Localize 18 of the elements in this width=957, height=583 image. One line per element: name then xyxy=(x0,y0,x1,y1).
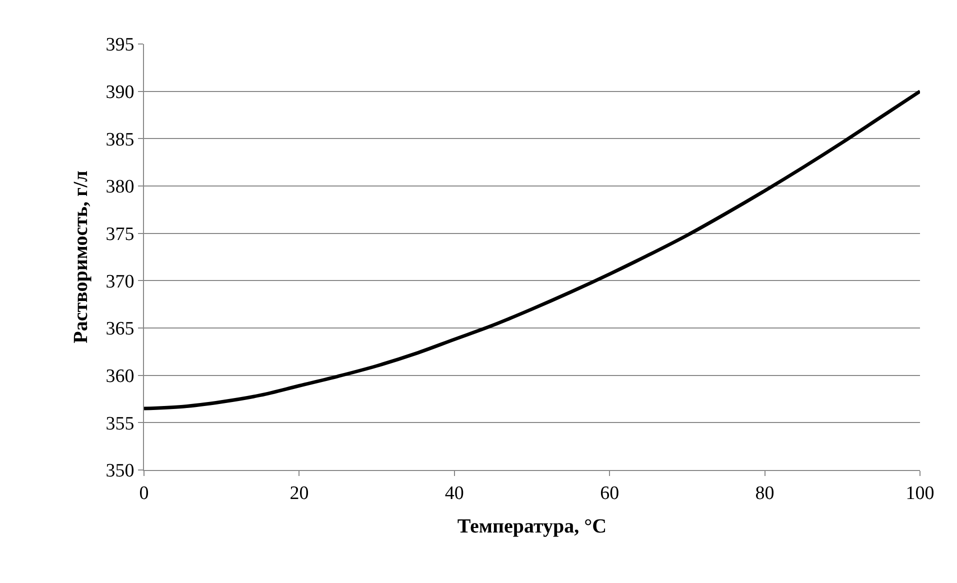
x-tick-label: 40 xyxy=(444,482,464,504)
x-tick-label: 0 xyxy=(139,482,149,504)
y-tick-label: 375 xyxy=(106,224,134,245)
y-tick-label: 360 xyxy=(106,366,134,387)
y-tick-label: 365 xyxy=(106,318,134,340)
y-tick-label: 380 xyxy=(106,176,134,198)
y-tick-label: 385 xyxy=(106,129,134,150)
y-tick-label: 390 xyxy=(106,82,134,103)
x-tick-label: 60 xyxy=(600,482,620,504)
x-axis-title: Температура, °C xyxy=(457,515,607,538)
y-tick-label: 395 xyxy=(106,34,134,56)
y-tick-label: 355 xyxy=(106,413,134,434)
y-tick-label: 350 xyxy=(106,460,134,482)
x-tick-label: 80 xyxy=(755,482,774,504)
y-tick-label: 370 xyxy=(106,271,134,292)
y-axis-title: Растворимость, г/л xyxy=(70,170,92,344)
x-tick-label: 20 xyxy=(290,482,309,504)
x-tick-label: 100 xyxy=(906,482,934,504)
